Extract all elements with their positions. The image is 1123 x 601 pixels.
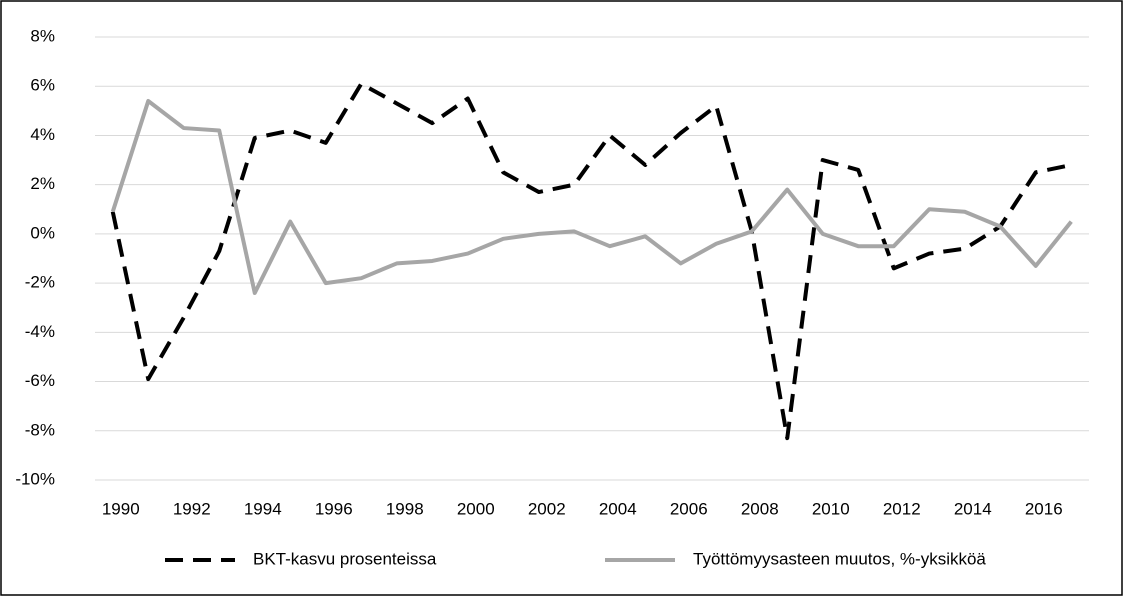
x-tick-label: 2008 [741,499,779,518]
x-tick-label: 1990 [102,499,140,518]
x-tick-label: 2006 [670,499,708,518]
y-tick-label: -2% [25,273,55,292]
x-tick-label: 2012 [883,499,921,518]
x-tick-label: 2016 [1025,499,1063,518]
legend-label: BKT-kasvu prosenteissa [253,549,437,568]
x-tick-label: 1996 [315,499,353,518]
x-tick-label: 2010 [812,499,850,518]
y-tick-label: -4% [25,322,55,341]
line-series [110,98,1073,295]
y-tick-label: -10% [15,469,55,488]
y-tick-label: 8% [30,26,55,45]
line-series [110,81,1072,441]
y-tick-label: -6% [25,371,55,390]
y-tick-label: 6% [30,76,55,95]
y-tick-label: -8% [25,420,55,439]
y-tick-label: 4% [30,125,55,144]
y-tick-label: 2% [30,174,55,193]
x-tick-label: 2000 [457,499,495,518]
x-tick-label: 1998 [386,499,424,518]
x-tick-label: 1992 [173,499,211,518]
y-tick-label: 0% [30,223,55,242]
x-tick-label: 1994 [244,499,282,518]
x-tick-label: 2004 [599,499,637,518]
x-tick-label: 2002 [528,499,566,518]
legend-label: Työttömyysasteen muutos, %-yksikköä [693,549,986,568]
x-tick-label: 2014 [954,499,992,518]
